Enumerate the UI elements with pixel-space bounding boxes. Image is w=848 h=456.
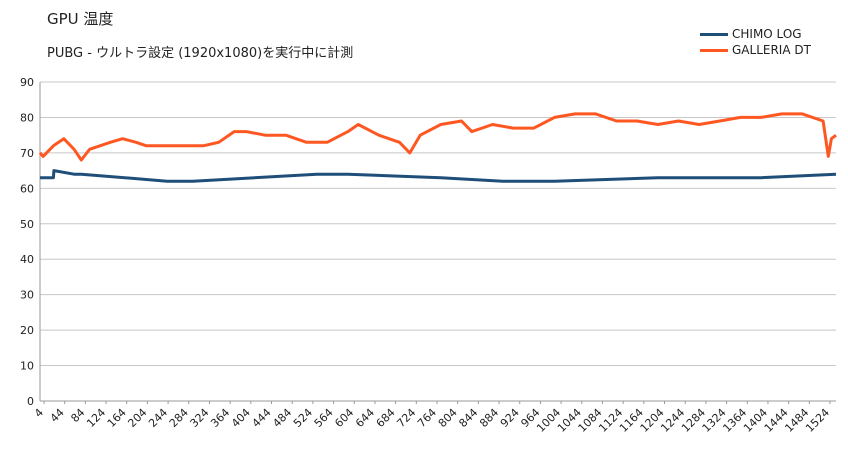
x-tick-label: 924 xyxy=(498,406,522,430)
y-tick-label: 60 xyxy=(20,182,34,195)
y-tick-label: 20 xyxy=(20,324,34,337)
x-tick-label: 404 xyxy=(229,406,253,430)
x-tick-label: 484 xyxy=(270,406,294,430)
x-tick-label: 684 xyxy=(374,406,398,430)
x-tick-label: 324 xyxy=(188,406,212,430)
x-tick-label: 364 xyxy=(208,406,232,430)
x-tick-label: 804 xyxy=(436,406,460,430)
y-tick-label: 80 xyxy=(20,111,34,124)
y-tick-label: 10 xyxy=(20,360,34,373)
x-tick-label: 164 xyxy=(105,406,129,430)
legend-item-chimo-log: CHIMO LOG xyxy=(700,26,811,42)
series-line-galleria-dt xyxy=(38,112,837,162)
x-tick-label: 204 xyxy=(126,406,150,430)
x-tick-label: 724 xyxy=(394,406,418,430)
x-tick-label: 764 xyxy=(415,406,439,430)
chart-subtitle: PUBG - ウルトラ設定 (1920x1080)を実行中に計測 xyxy=(47,46,354,61)
y-tick-label: 90 xyxy=(20,76,34,89)
x-tick-label: 524 xyxy=(291,406,315,430)
series-line-chimo-log xyxy=(40,169,837,183)
x-tick-label: 604 xyxy=(332,406,356,430)
x-tick-label: 44 xyxy=(48,406,67,425)
x-tick-label: 1524 xyxy=(803,406,832,435)
x-tick-label: 644 xyxy=(353,406,377,430)
y-tick-label: 50 xyxy=(20,218,34,231)
legend-swatch-chimo-log xyxy=(700,32,728,36)
legend-label-chimo-log: CHIMO LOG xyxy=(732,27,802,41)
x-tick-label: 844 xyxy=(456,406,480,430)
legend: CHIMO LOG GALLERIA DT xyxy=(700,26,811,58)
chart-title: GPU 温度 xyxy=(47,10,114,28)
legend-label-galleria-dt: GALLERIA DT xyxy=(732,43,811,57)
x-tick-label: 124 xyxy=(84,406,108,430)
x-tick-label: 244 xyxy=(146,406,170,430)
y-tick-label: 40 xyxy=(20,253,34,266)
x-tick-label: 444 xyxy=(250,406,274,430)
x-tick-label: 284 xyxy=(167,406,191,430)
y-tick-label: 70 xyxy=(20,147,34,160)
legend-swatch-galleria-dt xyxy=(700,48,728,52)
x-tick-label: 4 xyxy=(32,406,46,420)
x-tick-label: 884 xyxy=(477,406,501,430)
legend-item-galleria-dt: GALLERIA DT xyxy=(700,42,811,58)
y-tick-label: 0 xyxy=(27,395,34,408)
y-tick-label: 30 xyxy=(20,289,34,302)
x-tick-label: 564 xyxy=(312,406,336,430)
